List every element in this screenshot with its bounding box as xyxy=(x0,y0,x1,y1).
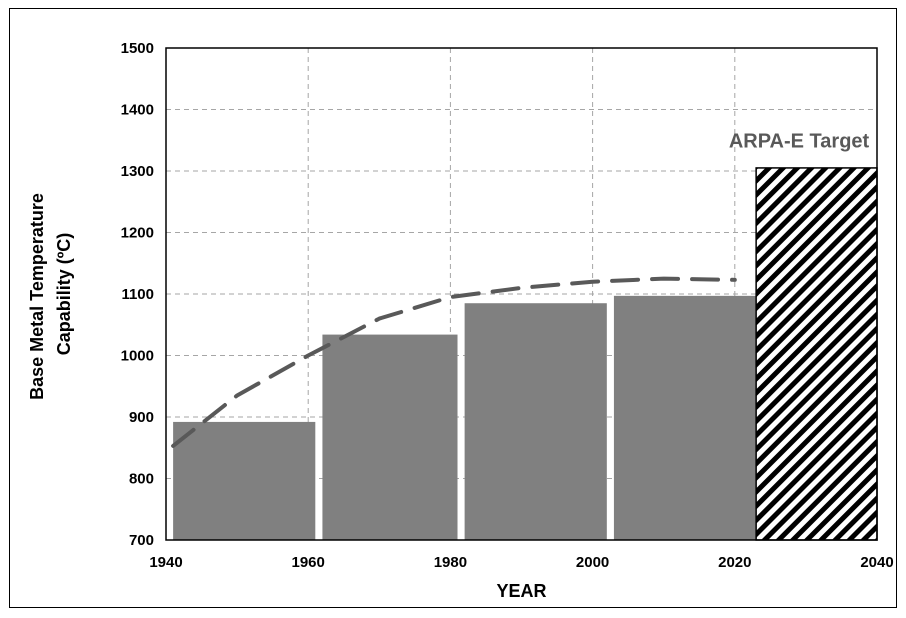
x-tick-label-1940: 1940 xyxy=(149,554,182,571)
y-tick-label-1300: 1300 xyxy=(121,163,154,180)
bar-3 xyxy=(464,303,607,540)
y-axis-title: Base Metal Temperature Capability (ºC) xyxy=(27,188,74,400)
x-tick-label-1960: 1960 xyxy=(292,554,325,571)
annotation-arpa-e-target: ARPA-E Target xyxy=(729,130,870,152)
y-axis-title-line-2: Capability (ºC) xyxy=(54,233,74,356)
trend-line-path xyxy=(171,276,737,448)
y-tick-label-900: 900 xyxy=(129,409,154,426)
bar-4 xyxy=(613,295,757,540)
y-tick-label-1200: 1200 xyxy=(121,225,154,242)
bars xyxy=(173,167,878,541)
x-tick-label-2040: 2040 xyxy=(860,554,893,571)
y-tick-label-1000: 1000 xyxy=(121,348,154,365)
y-tick-label-700: 700 xyxy=(129,532,154,549)
trend-line xyxy=(171,276,737,448)
bar-5 xyxy=(755,167,878,541)
y-tick-label-1400: 1400 xyxy=(121,102,154,119)
y-axis-title-line-1: Base Metal Temperature xyxy=(27,193,47,400)
plot-area-border xyxy=(165,47,878,541)
x-axis-title: YEAR xyxy=(496,581,546,601)
bar-2 xyxy=(322,334,458,540)
x-tick-label-1980: 1980 xyxy=(434,554,467,571)
axes xyxy=(165,47,878,541)
x-tick-label-2020: 2020 xyxy=(718,554,751,571)
y-tick-label-800: 800 xyxy=(129,471,154,488)
x-tick-label-2000: 2000 xyxy=(576,554,609,571)
bar-1 xyxy=(173,421,316,540)
tick-labels: 700 800 900 1000 1100 1200 1300 1400 1500 1940 196… xyxy=(121,40,894,571)
y-tick-label-1100: 1100 xyxy=(121,286,154,303)
y-tick-label-1500: 1500 xyxy=(121,40,154,57)
